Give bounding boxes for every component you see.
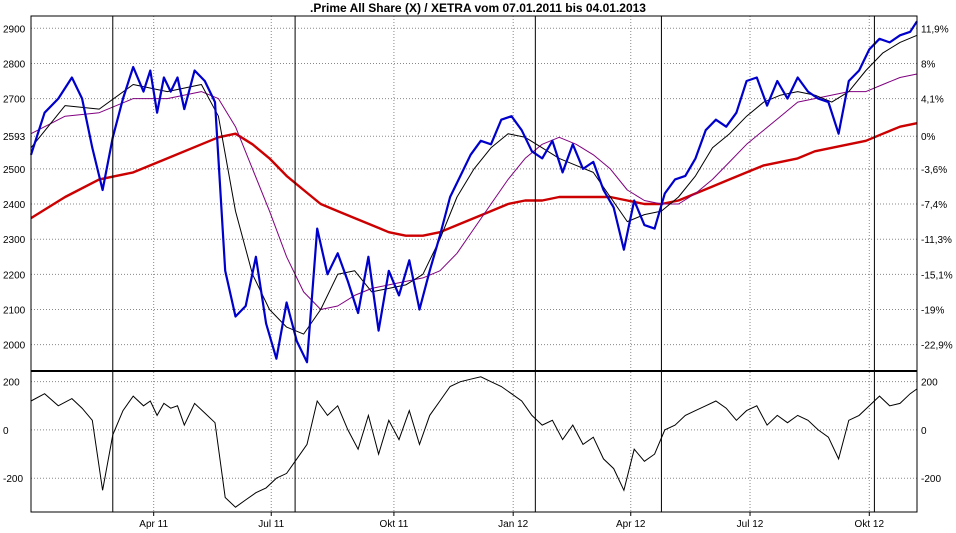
series-line-ma_fast: [30, 34, 918, 335]
series-line-ma_mid: [30, 73, 918, 310]
oscillator-plot-area: [31, 372, 917, 512]
price-y-tick-label-left: 2900: [3, 24, 26, 35]
oscillator-panel: 200 200 0 0 -200 -200: [3, 372, 941, 512]
price-y-tick-label-right: -19%: [921, 305, 944, 316]
x-tick-label: Okt 12: [855, 519, 885, 530]
price-y-tick-label-right: 11,9%: [921, 24, 949, 35]
x-axis: Apr 11 Jul 11 Okt 11 Jan 12 Apr 12 Jul 12 Okt …: [30, 15, 918, 530]
price-y-tick-label-left: 2593: [3, 132, 26, 143]
price-y-tick-label-left: 2200: [3, 270, 26, 281]
oscillator-line: [30, 376, 918, 508]
price-y-tick-label-right: -7,4%: [921, 200, 947, 211]
series-line-ma_slow: [30, 122, 918, 237]
price-y-tick-label-left: 2500: [3, 165, 26, 176]
price-y-tick-label-right: 8%: [921, 59, 936, 70]
plot-frame: [30, 15, 918, 513]
series-line-price: [29, 20, 918, 364]
price-y-tick-label-right: 0%: [921, 132, 936, 143]
osc-y-tick-label-right: 200: [921, 378, 938, 389]
osc-y-tick-label-left: 0: [3, 426, 9, 437]
price-y-tick-label-left: 2100: [3, 305, 26, 316]
x-tick-label: Jan 12: [498, 519, 528, 530]
price-y-tick-label-left: 2700: [3, 95, 26, 106]
x-tick-label: Jul 11: [258, 519, 284, 530]
x-tick-label: Apr 11: [139, 519, 168, 530]
price-y-tick-label-left: 2000: [3, 341, 26, 352]
osc-y-tick-label-right: 0: [921, 426, 927, 437]
price-y-tick-label-right: -15,1%: [921, 270, 953, 281]
price-y-tick-label-right: -22,9%: [921, 341, 953, 352]
chart-title: .Prime All Share (X) / XETRA vom 07.01.2…: [310, 1, 646, 15]
x-tick-label: Apr 12: [616, 519, 646, 530]
price-y-tick-label-left: 2300: [3, 235, 26, 246]
price-y-tick-label-right: 4,1%: [921, 95, 944, 106]
price-panel: 2900 11,9% 2800 8% 2700 4,1% 2593 0% 2500 -3,6% 24…: [3, 16, 953, 371]
osc-y-tick-label-right: -200: [921, 474, 941, 485]
price-y-tick-label-left: 2800: [3, 59, 26, 70]
osc-y-tick-label-left: 200: [3, 378, 20, 389]
price-y-tick-label-right: -11,3%: [921, 235, 952, 246]
price-plot-area: [31, 16, 917, 371]
osc-y-tick-label-left: -200: [3, 474, 23, 485]
price-y-tick-label-right: -3,6%: [921, 165, 947, 176]
price-y-tick-label-left: 2400: [3, 200, 26, 211]
x-tick-label: Okt 11: [380, 519, 409, 530]
x-tick-label: Jul 12: [737, 519, 764, 530]
